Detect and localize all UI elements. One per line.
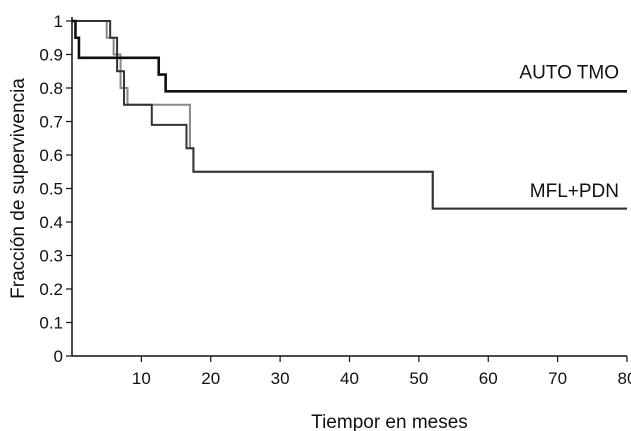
x-tick-label: 20 <box>201 369 220 388</box>
y-tick-label: 0.6 <box>39 146 63 165</box>
x-tick-label: 60 <box>479 369 498 388</box>
x-tick-label: 40 <box>340 369 359 388</box>
y-axis-title: Fracción de supervivencia <box>8 78 29 299</box>
y-tick-label: 0.3 <box>39 247 63 266</box>
y-tick-label: 0.9 <box>39 46 63 65</box>
y-tick-label: 0.8 <box>39 79 63 98</box>
y-tick-label: 0 <box>54 347 63 366</box>
x-tick-label: 30 <box>271 369 290 388</box>
y-tick-label: 1 <box>54 12 63 31</box>
y-tick-label: 0.4 <box>39 213 63 232</box>
series-labels: AUTO TMO MFL+PDN <box>519 62 619 202</box>
series-label: AUTO TMO <box>519 62 619 83</box>
series-label: MFL+PDN <box>530 181 619 202</box>
x-tick-label: 70 <box>548 369 567 388</box>
y-tick-label: 0.5 <box>39 180 63 199</box>
series-layer <box>72 19 627 210</box>
y-tick-label: 0.2 <box>39 280 63 299</box>
x-tick-label: 80 <box>618 369 631 388</box>
y-tick-label: 0.1 <box>39 314 63 333</box>
x-tick-label: 10 <box>132 369 151 388</box>
y-tick-label: 0.7 <box>39 113 63 132</box>
series-line <box>72 20 627 210</box>
x-axis-title: Tiempor en meses <box>311 412 468 431</box>
x-tick-label: 50 <box>409 369 428 388</box>
series-line <box>72 19 627 93</box>
ticks-layer: 0 0.1 0.2 0.3 0.4 0.5 0.6 0.7 0.8 0.9 1 10 20 30 40 50 6… <box>39 12 631 388</box>
